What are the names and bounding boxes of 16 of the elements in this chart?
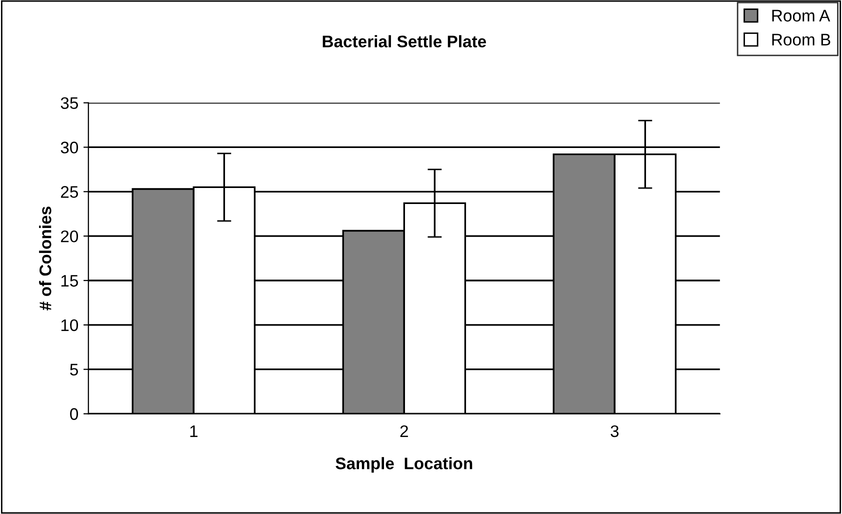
legend-label: Room A	[772, 10, 830, 22]
y-tick-label: 15	[61, 275, 78, 287]
y-tick-label: 0	[70, 408, 78, 420]
y-axis-title: # of Colonies	[39, 206, 52, 310]
y-tick-label: 25	[60, 186, 78, 198]
x-tick-label: 2	[400, 425, 408, 437]
y-tick-label: 35	[60, 97, 78, 110]
y-tick-label: 5	[70, 364, 78, 376]
y-tick-label: 20	[60, 230, 78, 242]
y-tick-label: 10	[61, 319, 78, 332]
y-tick-label: 30	[60, 142, 78, 154]
x-tick-label: 3	[610, 425, 619, 438]
x-tick-label: 1	[190, 425, 198, 437]
x-axis-title: Sample Location	[336, 457, 472, 473]
legend-label: Room B	[772, 34, 830, 46]
chart-title: Bacterial Settle Plate	[322, 35, 486, 48]
